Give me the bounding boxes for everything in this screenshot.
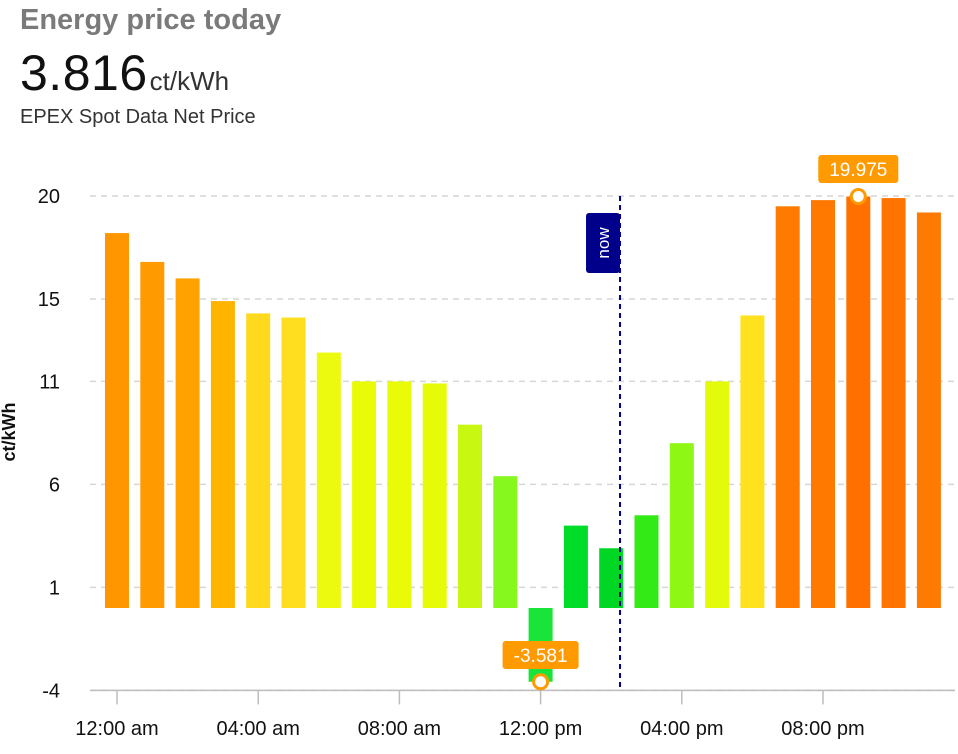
price-bar — [669, 443, 694, 608]
min-label: -3.581 — [514, 646, 568, 667]
price-bar — [175, 278, 200, 608]
x-tick-label: 04:00 pm — [640, 718, 723, 740]
page-title: Energy price today — [20, 4, 282, 36]
min-label-box — [502, 641, 579, 669]
data-source-subtitle: EPEX Spot Data Net Price — [20, 106, 256, 128]
price-bar — [563, 525, 588, 608]
current-price-value: 3.816 — [20, 45, 148, 101]
price-bar — [352, 381, 377, 608]
y-tick-label: 11 — [39, 371, 60, 393]
y-tick-label: 6 — [49, 474, 60, 496]
x-tick-label: 08:00 pm — [781, 718, 864, 740]
x-tick-label: 08:00 am — [358, 718, 441, 740]
x-tick-label: 04:00 am — [217, 718, 300, 740]
price-bar — [705, 381, 730, 608]
price-bar — [316, 352, 341, 608]
price-bar — [458, 424, 482, 608]
price-bar — [210, 301, 235, 608]
max-marker — [849, 188, 867, 206]
x-tick-label: 12:00 pm — [499, 718, 582, 740]
now-badge — [586, 213, 621, 273]
price-bar — [246, 313, 271, 608]
price-bar — [740, 315, 765, 608]
price-bar — [105, 233, 129, 608]
price-bar — [422, 383, 447, 608]
price-bar — [493, 476, 518, 608]
x-tick-label: 12:00 am — [75, 718, 158, 740]
y-tick-label: 15 — [38, 289, 60, 311]
price-bar — [387, 381, 412, 608]
price-bar — [846, 196, 871, 608]
price-bar — [775, 206, 800, 609]
price-bar — [140, 261, 165, 608]
y-tick-label: 1 — [49, 577, 60, 599]
y-axis-label: ct/kWh — [0, 402, 19, 461]
max-label-box — [818, 155, 899, 183]
y-tick-label: -4 — [42, 680, 60, 702]
now-label: now — [594, 227, 613, 259]
current-price: 3.816ct/kWh — [20, 44, 229, 102]
max-label: 19.975 — [829, 160, 887, 181]
price-bar — [634, 515, 659, 608]
price-bar — [916, 212, 941, 609]
current-price-unit: ct/kWh — [149, 66, 230, 96]
min-marker — [532, 673, 550, 691]
price-bar — [281, 317, 306, 608]
y-tick-label: 20 — [38, 186, 60, 208]
price-bar — [881, 198, 906, 608]
price-bar — [811, 200, 835, 608]
